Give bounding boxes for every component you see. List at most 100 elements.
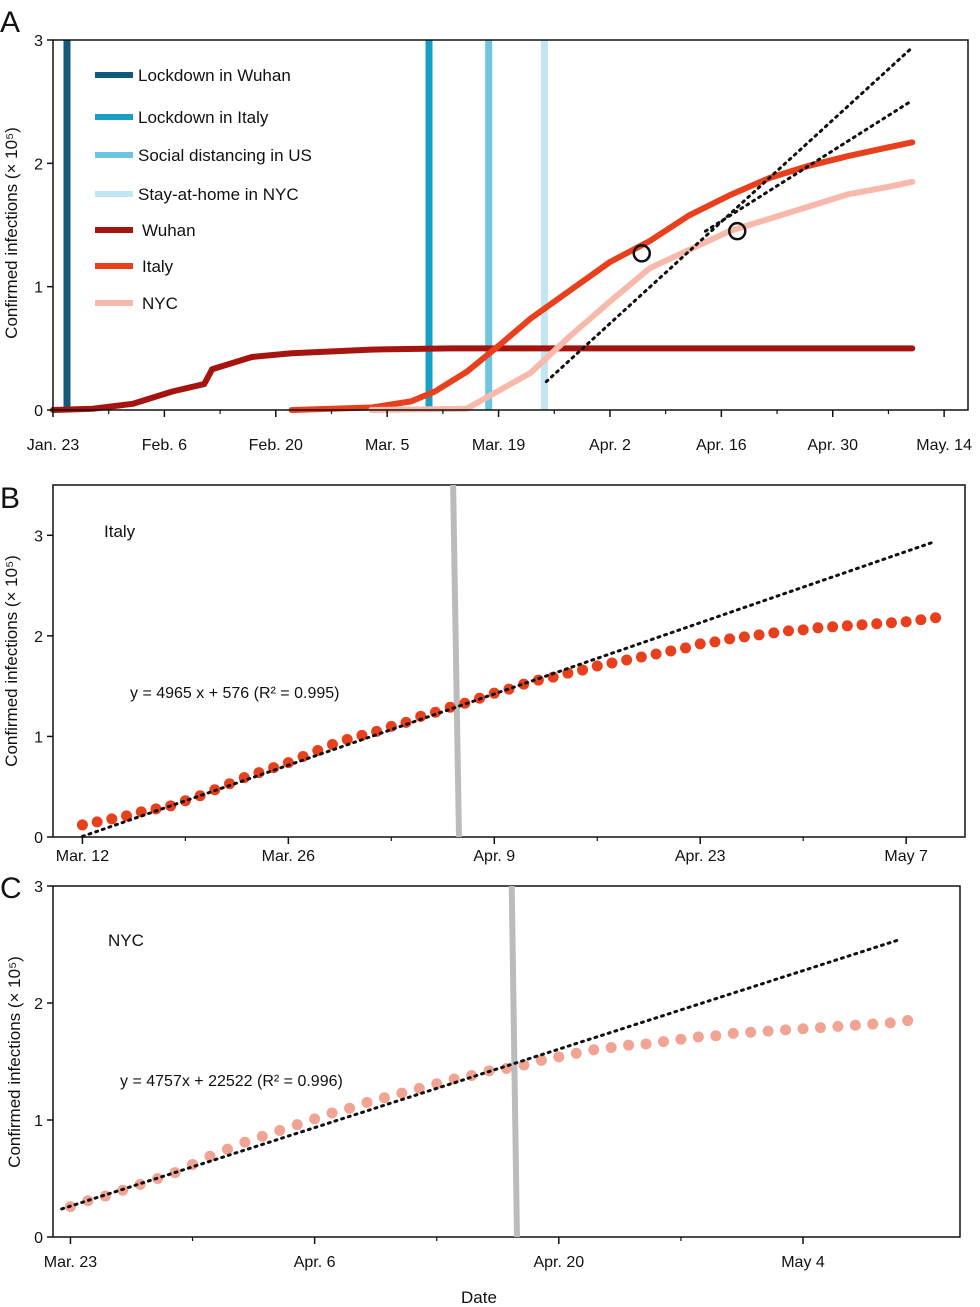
panel-a-legend: Lockdown in Wuhan Lockdown in Italy Social… bbox=[95, 66, 312, 313]
panel-c-data-point bbox=[814, 1022, 826, 1034]
panel-c-chart: 0 1 2 3 Mar. 23 Apr. 6 Apr. 20 May 4 NYC y = 47… bbox=[5, 879, 961, 1307]
panel-b-data-point bbox=[665, 645, 677, 657]
panel-b-fit-line bbox=[80, 539, 938, 838]
panel-b-x-tick-label: Mar. 26 bbox=[262, 848, 315, 865]
panel-b-data-point bbox=[841, 620, 853, 632]
fit-line-2 bbox=[703, 98, 914, 233]
panel-b-data-point bbox=[282, 757, 294, 769]
panel-b-data-point bbox=[680, 642, 692, 654]
panel-c-y-tick-label: 3 bbox=[34, 879, 43, 896]
panel-c-x-tick-label: May 4 bbox=[781, 1254, 825, 1271]
panel-b-y-tick-label: 0 bbox=[34, 830, 43, 847]
panel-b-data-point bbox=[709, 636, 721, 648]
panel-c-data-point bbox=[762, 1025, 774, 1037]
panel-c-data-point bbox=[361, 1096, 373, 1108]
panel-a-x-tick-label: Apr. 2 bbox=[589, 437, 631, 454]
panel-a-y-tick-label: 0 bbox=[34, 403, 43, 420]
panel-c-data-point bbox=[902, 1015, 914, 1027]
panel-b-data-point bbox=[782, 625, 794, 637]
panel-c-data-point bbox=[675, 1033, 687, 1045]
panel-c-data-point bbox=[239, 1136, 251, 1148]
panel-c-plot-frame bbox=[52, 885, 961, 1238]
panel-b-x-tick-label: Apr. 9 bbox=[473, 848, 515, 865]
panel-c-y-tick-label: 1 bbox=[34, 1113, 43, 1130]
legend-label: Wuhan bbox=[142, 221, 196, 240]
panel-b-data-point bbox=[356, 729, 368, 741]
panel-b-data-point bbox=[179, 795, 191, 807]
legend-label: Italy bbox=[142, 257, 174, 276]
panel-a-x-tick-label: Apr. 16 bbox=[696, 437, 747, 454]
panel-c-data-point bbox=[692, 1031, 704, 1043]
panel-b-y-axis-label: Confirmed infections (× 10⁵) bbox=[2, 555, 21, 767]
panel-b-data-point bbox=[621, 654, 633, 666]
panel-b-data-point bbox=[76, 819, 88, 831]
panel-c-data-point bbox=[605, 1041, 617, 1053]
panel-label-b: B bbox=[0, 482, 20, 515]
panel-c-data-point bbox=[413, 1082, 425, 1094]
panel-c-data-point bbox=[396, 1087, 408, 1099]
legend-label: NYC bbox=[142, 294, 178, 313]
panel-b-data-point bbox=[768, 627, 780, 639]
panel-c-data-point bbox=[431, 1078, 443, 1090]
panel-b-data-point bbox=[326, 738, 338, 750]
panel-c-y-axis-label: Confirmed infections (× 10⁵) bbox=[5, 956, 24, 1168]
panel-c-data-point bbox=[657, 1036, 669, 1048]
series-line-wuhan bbox=[50, 345, 916, 413]
panel-b-data-point bbox=[915, 614, 927, 626]
panel-c-x-tick-label: Apr. 20 bbox=[533, 1254, 584, 1271]
panel-a-x-tick-label: Mar. 5 bbox=[365, 437, 410, 454]
panel-b-data-point bbox=[797, 624, 809, 636]
panel-c-data-point bbox=[640, 1038, 652, 1050]
panel-b-data-point bbox=[900, 616, 912, 628]
panel-a-y-tick-label: 1 bbox=[34, 280, 43, 297]
panel-b-data-point bbox=[341, 733, 353, 745]
panel-b-data-point bbox=[738, 631, 750, 643]
panel-b-data-point bbox=[547, 671, 559, 683]
panel-c-data-point bbox=[204, 1150, 216, 1162]
panel-b-intervention-line bbox=[450, 484, 462, 838]
panel-b-x-tick-label: Mar. 12 bbox=[56, 848, 109, 865]
panel-c-x-axis-label: Date bbox=[461, 1288, 497, 1307]
panel-b-equation: y = 4965 x + 576 (R² = 0.995) bbox=[130, 685, 339, 702]
panel-a-x-tick-label: Jan. 23 bbox=[27, 437, 80, 454]
panel-b-data-point bbox=[150, 803, 162, 815]
panel-a-x-tick-label: Mar. 19 bbox=[472, 437, 525, 454]
panel-c-data-point bbox=[326, 1107, 338, 1119]
panel-c-data-point bbox=[553, 1051, 565, 1063]
panel-b-data-point bbox=[871, 618, 883, 630]
panel-a-x-tick-label: Apr. 30 bbox=[807, 437, 858, 454]
panel-b-y-tick-label: 3 bbox=[34, 528, 43, 545]
panel-b-y-tick-label: 2 bbox=[34, 629, 43, 646]
panel-b-data-point bbox=[415, 710, 427, 722]
panel-a-y-tick-label: 2 bbox=[34, 156, 43, 173]
panel-b-data-point bbox=[812, 622, 824, 634]
panel-c-data-point bbox=[588, 1044, 600, 1056]
panel-a-x-tick-label: May. 14 bbox=[916, 437, 972, 454]
panel-b-chart: 0 1 2 3 Mar. 12 Mar. 26 Apr. 9 Apr. 23 May 7 Ita… bbox=[2, 484, 966, 865]
panel-b-data-point bbox=[827, 621, 839, 633]
panel-a-plot-frame bbox=[52, 39, 969, 411]
deviation-marker-2 bbox=[728, 221, 747, 241]
panel-c-data-point bbox=[745, 1026, 757, 1038]
panel-b-y-tick-label: 1 bbox=[34, 729, 43, 746]
panel-c-data-point bbox=[727, 1027, 739, 1039]
panel-b-title: Italy bbox=[104, 522, 136, 541]
panel-c-data-point bbox=[221, 1143, 233, 1155]
panel-c-equation: y = 4757x + 22522 (R² = 0.996) bbox=[120, 1073, 343, 1090]
panel-c-data-point bbox=[867, 1018, 879, 1030]
panel-c-intervention-line bbox=[508, 885, 520, 1238]
series-line-nyc bbox=[368, 178, 916, 413]
panel-b-data-point bbox=[591, 660, 603, 672]
panel-label-c: C bbox=[0, 872, 22, 905]
panel-b-data-point bbox=[635, 651, 647, 663]
panel-b-data-point bbox=[930, 612, 942, 624]
panel-c-data-point bbox=[710, 1030, 722, 1042]
legend-label: Stay-at-home in NYC bbox=[138, 185, 299, 204]
panel-a-x-tick-label: Feb. 20 bbox=[249, 437, 303, 454]
series-line-italy bbox=[288, 139, 916, 413]
panel-b-data-point bbox=[753, 629, 765, 641]
deviation-marker-1 bbox=[632, 244, 652, 263]
panel-a-x-tick-label: Feb. 6 bbox=[142, 437, 187, 454]
panel-a-y-axis-label: Confirmed infections (× 10⁵) bbox=[2, 127, 21, 339]
